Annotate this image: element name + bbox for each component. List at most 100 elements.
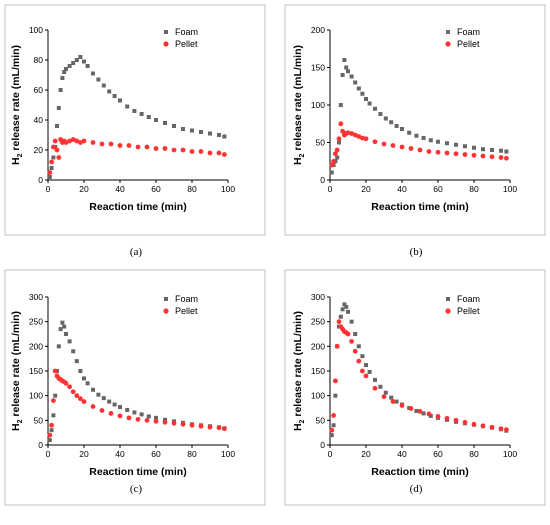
data-point-foam [82,59,86,64]
data-point-foam [333,393,338,398]
y-tick-label: 100 [311,100,325,110]
data-point-pellet [52,138,58,144]
data-point-foam [47,175,52,179]
data-point-foam [481,147,485,152]
x-axis-label: Reaction time (min) [371,466,468,478]
y-tick-label: 100 [29,25,43,35]
y-tick-label: 80 [34,55,44,65]
data-point-pellet [390,399,396,404]
x-tick-label: 40 [397,449,407,459]
data-point-pellet [336,136,342,142]
panel-frame [4,4,266,236]
data-point-foam [82,376,86,381]
data-point-pellet [334,147,340,153]
data-point-foam [344,65,349,70]
y-tick-label: 0 [320,175,325,185]
data-point-foam [96,392,101,397]
y-axis-label: H2 release rate (mL/min) [10,311,24,431]
data-point-foam [340,73,345,77]
data-point-foam [49,428,54,433]
data-point-pellet [171,420,177,426]
data-point-foam [472,145,476,150]
data-point-foam [91,71,95,76]
legend-label-foam: Foam [175,27,198,37]
data-point-foam [400,127,404,131]
data-point-foam [107,89,112,94]
data-point-pellet [471,152,477,158]
data-point-foam [346,69,350,74]
data-point-pellet [144,417,150,423]
data-point-foam [208,131,212,136]
data-point-foam [445,141,449,146]
data-point-foam [389,120,394,125]
data-point-pellet [426,149,432,154]
x-tick-label: 100 [221,184,235,194]
data-point-foam [71,61,76,65]
data-point-pellet [417,147,423,153]
data-point-foam [373,106,377,111]
legend-label-foam: Foam [175,294,198,304]
data-point-pellet [180,421,186,427]
data-point-pellet [180,147,186,153]
data-point-foam [51,155,56,160]
y-tick-label: 150 [311,366,325,376]
data-point-pellet [462,419,468,425]
data-point-pellet [363,373,369,379]
data-point-foam [78,55,83,59]
x-tick-label: 20 [79,184,89,194]
x-tick-label: 40 [397,184,407,194]
panel-frame [4,269,266,506]
series-pellet [329,319,509,433]
data-point-foam [378,384,383,389]
data-point-foam [367,369,372,374]
data-point-pellet [480,153,486,159]
x-tick-label: 20 [361,449,371,459]
data-point-pellet [408,146,414,151]
data-point-foam [107,399,112,404]
chart-panel-1: 0 20 40 60 80 100 0 20 40 60 80 100 Reaction time (m… [4,4,266,236]
y-tick-label: 0 [38,440,43,450]
data-point-foam [342,302,347,307]
data-point-pellet [198,149,204,154]
data-point-pellet [356,134,362,139]
y-axis-label: H2 release rate (mL/min) [292,45,306,165]
data-point-foam [394,399,399,404]
y-tick-label: 100 [29,391,43,401]
legend-marker-foam [164,30,168,34]
y-axis-label: H2 release rate (mL/min) [292,311,306,431]
data-point-foam [85,64,90,68]
data-point-foam [340,307,345,312]
x-tick-label: 0 [328,449,333,459]
x-tick-label: 80 [469,449,479,459]
data-point-foam [163,121,167,125]
panel-caption: (a) [130,246,143,258]
data-point-pellet [381,141,387,147]
data-point-foam [139,112,144,116]
data-point-pellet [372,139,378,145]
data-point-pellet [49,159,54,165]
data-point-pellet [49,422,54,428]
legend-label-pellet: Pellet [175,306,198,316]
y-axis-label: H2 release rate (mL/min) [10,45,24,165]
x-tick-label: 0 [46,449,51,459]
panel-caption: (b) [410,246,423,258]
data-point-pellet [333,151,338,157]
data-point-foam [58,88,63,92]
data-point-pellet [56,155,62,160]
x-axis-label: Reaction time (min) [89,466,186,478]
data-point-pellet [216,425,222,431]
data-point-foam [346,309,350,314]
data-point-pellet [153,418,159,424]
x-axis-label: Reaction time (min) [89,201,186,213]
data-point-pellet [331,158,336,164]
data-point-foam [55,124,59,128]
data-point-pellet [81,399,87,404]
data-point-pellet [408,406,414,411]
data-point-pellet [90,404,96,409]
x-tick-label: 60 [151,184,161,194]
data-point-foam [428,413,433,418]
data-point-foam [331,423,336,428]
data-point-pellet [435,413,441,419]
data-point-pellet [126,415,132,421]
x-tick-label: 40 [115,449,125,459]
